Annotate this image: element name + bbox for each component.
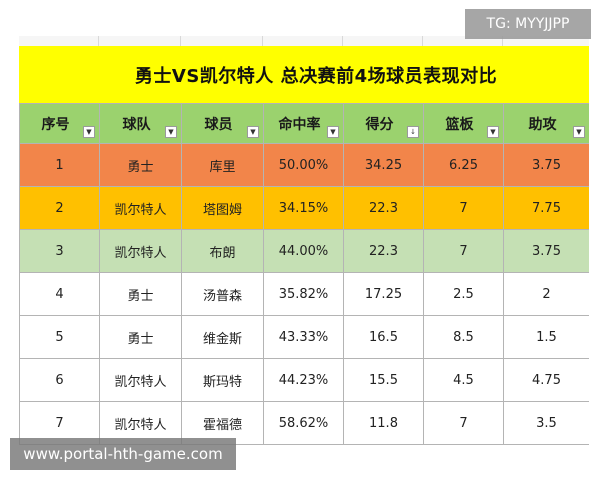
cell-fg-pct[interactable]: 35.82% [263,272,344,316]
cell-rebounds[interactable]: 7 [423,229,504,273]
filter-dropdown-icon[interactable]: ▼ [165,126,177,138]
cell-team[interactable]: 凯尔特人 [99,186,182,230]
cell-index[interactable]: 7 [19,401,100,445]
sheet-title-bar: 勇士VS凯尔特人 总决赛前4场球员表现对比 [19,46,589,104]
cell-assists[interactable]: 3.5 [503,401,589,445]
column-header-label: 球队 [122,116,151,133]
column-header-label: 球员 [204,116,233,133]
cell-assists[interactable]: 2 [503,272,589,316]
cell-index[interactable]: 5 [19,315,100,359]
sheet-title: 勇士VS凯尔特人 总决赛前4场球员表现对比 [134,65,498,87]
cell-assists[interactable]: 1.5 [503,315,589,359]
cell-player[interactable]: 塔图姆 [181,186,264,230]
cell-rebounds[interactable]: 8.5 [423,315,504,359]
cell-index[interactable]: 6 [19,358,100,402]
column-header-points[interactable]: 得分 ↓ [343,103,424,144]
filter-dropdown-icon[interactable]: ▼ [573,126,585,138]
column-header-rebounds[interactable]: 篮板 ▼ [423,103,504,144]
column-header-label: 命中率 [278,116,321,133]
cell-index[interactable]: 1 [19,143,100,187]
player-stats-table: 序号 ▼ 球队 ▼ 球员 ▼ 命中率 ▼ 得分 ↓ [19,103,589,445]
column-header-label: 得分 [365,116,394,133]
column-header-index[interactable]: 序号 ▼ [19,103,100,144]
cell-fg-pct[interactable]: 50.00% [263,143,344,187]
cell-index[interactable]: 4 [19,272,100,316]
cell-fg-pct[interactable]: 43.33% [263,315,344,359]
cell-assists[interactable]: 3.75 [503,143,589,187]
sort-descending-icon[interactable]: ↓ [407,126,419,138]
watermark-url: www.portal-hth-game.com [10,438,236,470]
cell-points[interactable]: 16.5 [343,315,424,359]
table-row: 6 凯尔特人 斯玛特 44.23% 15.5 4.5 4.75 [19,358,589,402]
spreadsheet: 勇士VS凯尔特人 总决赛前4场球员表现对比 序号 ▼ 球队 ▼ [19,36,589,480]
cell-assists[interactable]: 7.75 [503,186,589,230]
cell-rebounds[interactable]: 7 [423,186,504,230]
watermark-telegram: TG: MYYJJPP [465,9,591,39]
cell-player[interactable]: 库里 [181,143,264,187]
column-header-player[interactable]: 球员 ▼ [181,103,264,144]
cell-fg-pct[interactable]: 44.00% [263,229,344,273]
column-header-label: 序号 [41,116,70,133]
column-header-label: 助攻 [528,116,557,133]
cell-assists[interactable]: 3.75 [503,229,589,273]
cell-team[interactable]: 勇士 [99,272,182,316]
table-row: 1 勇士 库里 50.00% 34.25 6.25 3.75 [19,143,589,187]
column-header-label: 篮板 [445,116,474,133]
column-header-team[interactable]: 球队 ▼ [99,103,182,144]
header-row: 序号 ▼ 球队 ▼ 球员 ▼ 命中率 ▼ 得分 ↓ [19,103,589,144]
cell-team[interactable]: 勇士 [99,315,182,359]
cell-assists[interactable]: 4.75 [503,358,589,402]
table-row: 5 勇士 维金斯 43.33% 16.5 8.5 1.5 [19,315,589,359]
column-header-assists[interactable]: 助攻 ▼ [503,103,589,144]
table-row: 7 凯尔特人 霍福德 58.62% 11.8 7 3.5 [19,401,589,445]
cell-rebounds[interactable]: 7 [423,401,504,445]
column-header-fg-pct[interactable]: 命中率 ▼ [263,103,344,144]
cell-fg-pct[interactable]: 44.23% [263,358,344,402]
cell-team[interactable]: 凯尔特人 [99,358,182,402]
table-row: 2 凯尔特人 塔图姆 34.15% 22.3 7 7.75 [19,186,589,230]
cell-fg-pct[interactable]: 34.15% [263,186,344,230]
cell-points[interactable]: 17.25 [343,272,424,316]
cell-points[interactable]: 15.5 [343,358,424,402]
table-row: 3 凯尔特人 布朗 44.00% 22.3 7 3.75 [19,229,589,273]
filter-dropdown-icon[interactable]: ▼ [327,126,339,138]
cell-player[interactable]: 维金斯 [181,315,264,359]
cell-index[interactable]: 3 [19,229,100,273]
cell-player[interactable]: 布朗 [181,229,264,273]
cell-rebounds[interactable]: 6.25 [423,143,504,187]
filter-dropdown-icon[interactable]: ▼ [247,126,259,138]
cell-team[interactable]: 勇士 [99,143,182,187]
cell-player[interactable]: 斯玛特 [181,358,264,402]
cell-points[interactable]: 11.8 [343,401,424,445]
cell-team[interactable]: 凯尔特人 [99,229,182,273]
cell-index[interactable]: 2 [19,186,100,230]
table-row: 4 勇士 汤普森 35.82% 17.25 2.5 2 [19,272,589,316]
filter-dropdown-icon[interactable]: ▼ [83,126,95,138]
cell-player[interactable]: 汤普森 [181,272,264,316]
cell-fg-pct[interactable]: 58.62% [263,401,344,445]
cell-points[interactable]: 22.3 [343,229,424,273]
cell-rebounds[interactable]: 2.5 [423,272,504,316]
cell-rebounds[interactable]: 4.5 [423,358,504,402]
filter-dropdown-icon[interactable]: ▼ [487,126,499,138]
cell-points[interactable]: 34.25 [343,143,424,187]
cell-points[interactable]: 22.3 [343,186,424,230]
